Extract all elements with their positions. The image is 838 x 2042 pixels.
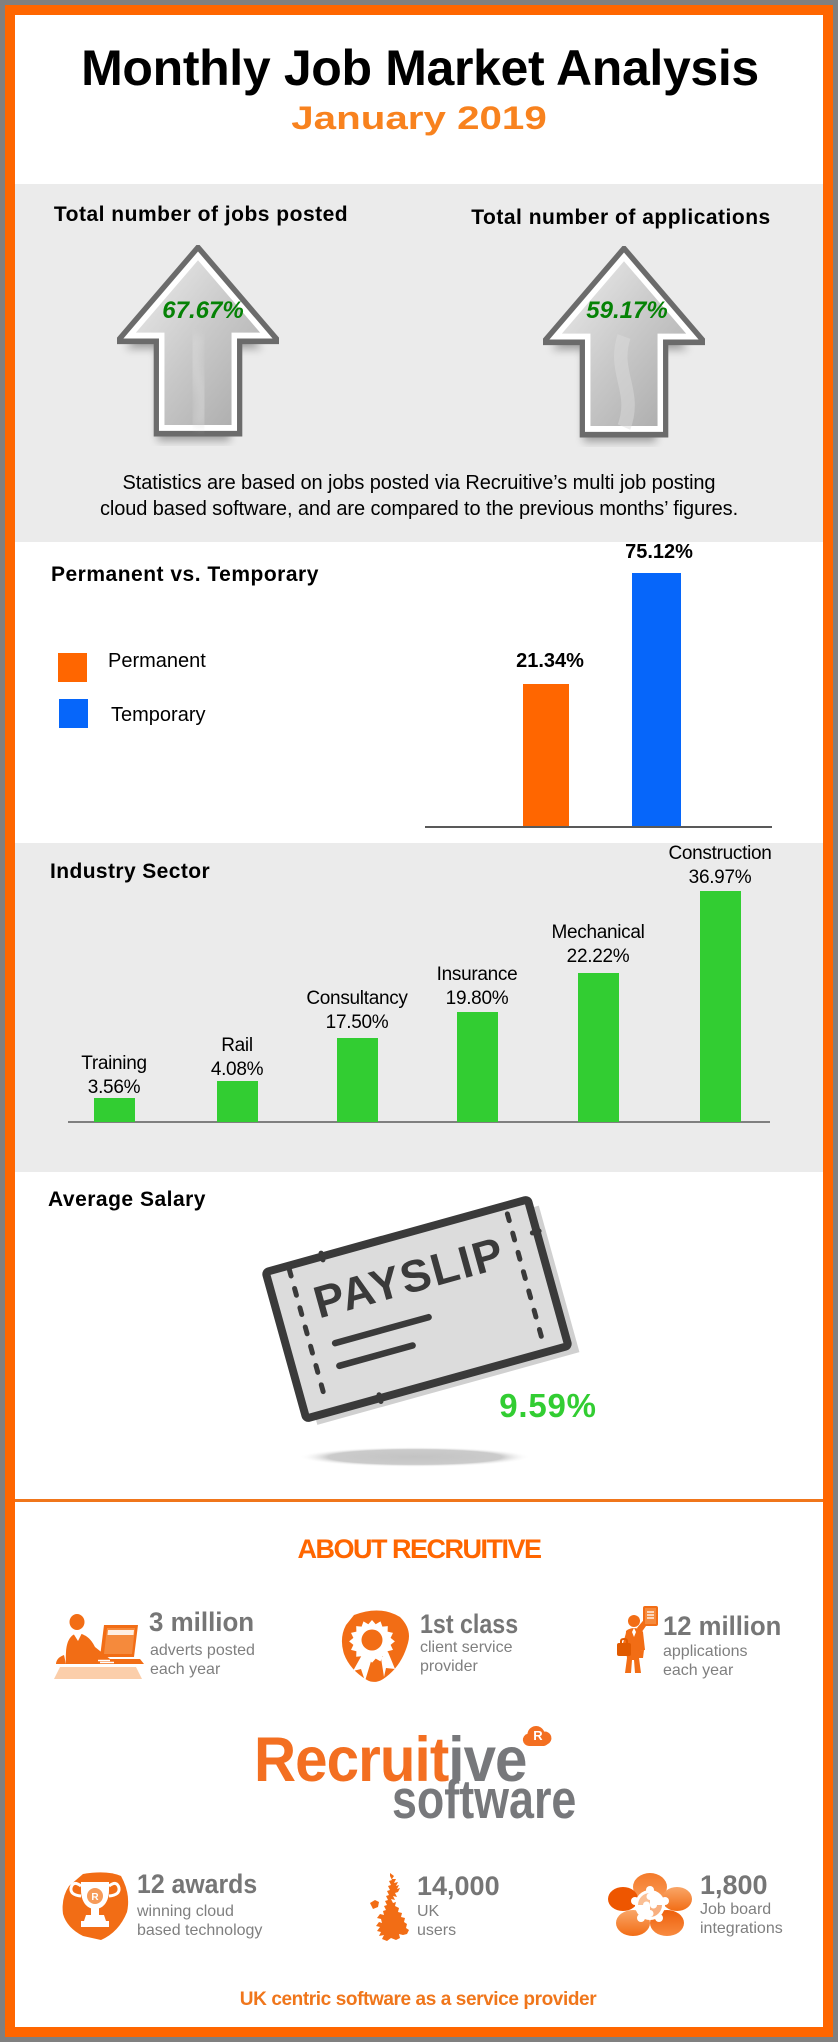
svg-text:R: R [91,1892,99,1903]
svg-text:R: R [533,1728,543,1743]
